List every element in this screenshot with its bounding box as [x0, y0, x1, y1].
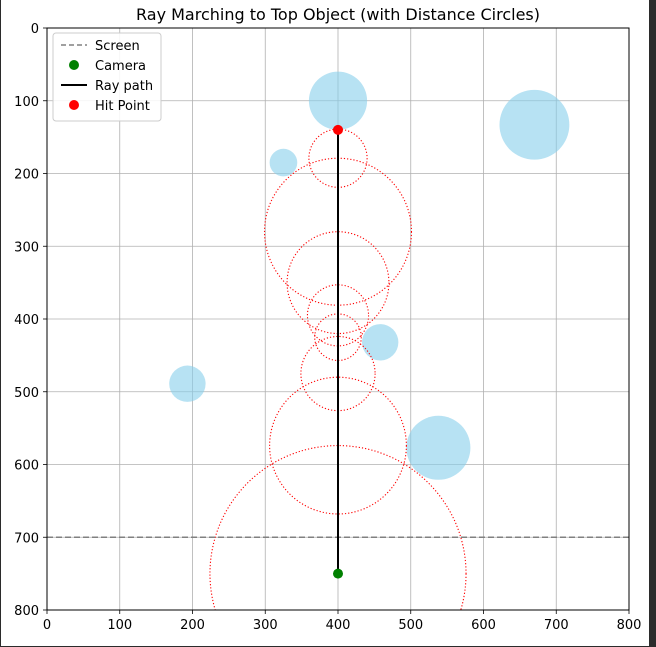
- x-tick-label: 300: [253, 618, 278, 633]
- y-tick-label: 600: [14, 459, 39, 474]
- y-tick-label: 500: [14, 386, 39, 401]
- series: [47, 124, 629, 579]
- x-tick-label: 200: [180, 618, 205, 633]
- axes: 0 100 200 300 400 500 600 700 800 0 100 200 300 400 50…: [14, 22, 641, 633]
- legend-box: [52, 32, 162, 122]
- plot-frame: [46, 27, 630, 611]
- legend-label: Screen: [95, 39, 140, 54]
- object-circle: [362, 324, 399, 361]
- distance-circle: [269, 376, 407, 515]
- y-tick-label: 100: [14, 95, 39, 110]
- legend-label: Camera: [95, 59, 146, 74]
- y-tick-label: 700: [14, 531, 39, 546]
- x-tick-label: 800: [617, 618, 642, 633]
- object-circle: [169, 365, 206, 402]
- y-tick-label: 800: [14, 604, 39, 619]
- x-tick-label: 500: [398, 618, 423, 633]
- object-circle: [499, 89, 570, 160]
- object-circle: [406, 415, 471, 480]
- object-circles: [169, 71, 570, 480]
- chart-title: Ray Marching to Top Object (with Distanc…: [136, 5, 540, 24]
- x-tick-label: 400: [326, 618, 351, 633]
- legend: Screen Camera Ray path Hit Point: [52, 32, 162, 122]
- camera-marker: [333, 568, 343, 579]
- legend-swatch-marker: [69, 60, 79, 70]
- distance-circle: [306, 284, 370, 347]
- legend-label: Ray path: [95, 79, 153, 94]
- hit-point-marker: [333, 124, 343, 135]
- x-tick-label: 700: [544, 618, 569, 633]
- legend-label: Hit Point: [95, 99, 150, 114]
- y-tick-label: 400: [14, 313, 39, 328]
- object-circle: [308, 71, 368, 130]
- object-circle: [269, 148, 298, 177]
- distance-circle: [286, 231, 390, 335]
- y-tick-label: 200: [14, 168, 39, 183]
- y-tick-label: 0: [31, 22, 39, 37]
- x-tick-label: 100: [107, 618, 132, 633]
- x-tick-label: 0: [43, 618, 51, 633]
- y-tick-label: 300: [14, 240, 39, 255]
- distance-circle: [209, 445, 467, 610]
- legend-swatch-marker: [69, 100, 79, 110]
- x-tick-label: 600: [471, 618, 496, 633]
